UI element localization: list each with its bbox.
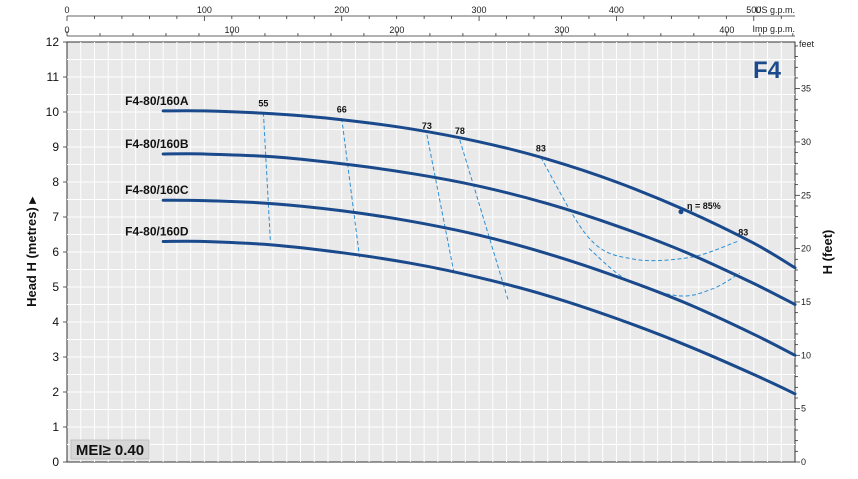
best-efficiency-point	[678, 209, 684, 215]
mei-badge	[70, 439, 150, 460]
y-tick-label: 9	[52, 140, 59, 154]
y-axis-title: Head H (metres) ▸	[24, 196, 39, 307]
efficiency-label: 66	[337, 104, 347, 114]
model-label: F4	[753, 57, 782, 84]
y-tick-label: 2	[52, 385, 59, 399]
y-tick-label: 1	[52, 420, 59, 434]
efficiency-lines: 55 66 73 78 83 η = 85% 83	[258, 99, 748, 300]
feet-tick-label: 10	[801, 350, 811, 360]
us-gpm-tick-label: 300	[472, 5, 487, 15]
us-gpm-tick-label: 500	[746, 5, 761, 15]
y-tick-label: 6	[52, 245, 59, 259]
head-curves	[161, 109, 797, 396]
y-tick-label: 10	[46, 105, 60, 119]
imp-gpm-unit: Imp g.p.m.	[752, 24, 795, 34]
efficiency-label: 78	[455, 126, 465, 136]
eta-label: η = 85%	[687, 201, 721, 211]
y-tick-label: 3	[52, 350, 59, 364]
y-tick-label: 0	[52, 455, 59, 469]
y-tick-label: 8	[52, 175, 59, 189]
curve-label: F4-80/160C	[125, 183, 189, 197]
imp-gpm-tick-label: 0	[64, 25, 69, 35]
imp-gpm-tick-label: 400	[719, 25, 734, 35]
us-gpm-tick-label: 100	[197, 5, 212, 15]
y-tick-label: 11	[47, 70, 60, 84]
efficiency-label: 73	[422, 121, 432, 131]
imp-gpm-tick-label: 100	[224, 25, 239, 35]
y-tick-label: 5	[52, 280, 59, 294]
us-gpm-tick-label: 400	[609, 5, 624, 15]
us-gpm-tick-label: 200	[334, 5, 349, 15]
efficiency-line	[262, 112, 271, 240]
feet-tick-label: 20	[801, 244, 811, 254]
head-curve	[161, 152, 797, 306]
us-gpm-unit: US g.p.m.	[755, 5, 795, 15]
imp-gpm-tick-label: 200	[389, 25, 404, 35]
efficiency-label: 83	[536, 144, 546, 154]
efficiency-line	[588, 248, 741, 297]
efficiency-line	[459, 139, 509, 300]
us-gpm-tick-label: 0	[64, 5, 69, 15]
feet-tick-label: 25	[801, 190, 811, 200]
efficiency-line	[426, 134, 455, 275]
curve-label: F4-80/160A	[125, 94, 189, 108]
feet-unit: feet	[799, 39, 815, 49]
chart-labels: F4-80/160A F4-80/160B F4-80/160C F4-80/160D…	[70, 57, 782, 460]
head-curve	[161, 109, 797, 270]
curve-label: F4-80/160B	[125, 137, 189, 151]
right-axis-title: H (feet)	[820, 230, 835, 275]
y-tick-label: 4	[52, 315, 59, 329]
mei-badge-text: MEI≥ 0.40	[76, 442, 144, 459]
feet-tick-label: 5	[801, 404, 806, 414]
y-tick-label: 12	[46, 35, 60, 49]
feet-tick-label: 0	[801, 457, 806, 467]
efficiency-line	[540, 157, 738, 262]
feet-tick-label: 35	[801, 84, 811, 94]
efficiency-label-right: 83	[738, 228, 748, 238]
head-curve	[161, 239, 797, 396]
feet-tick-label: 30	[801, 137, 811, 147]
feet-tick-label: 15	[801, 297, 811, 307]
curve-label: F4-80/160D	[125, 225, 189, 239]
head-curve	[161, 198, 797, 357]
efficiency-label: 55	[258, 99, 268, 109]
y-tick-label: 7	[52, 210, 59, 224]
imp-gpm-tick-label: 300	[554, 25, 569, 35]
